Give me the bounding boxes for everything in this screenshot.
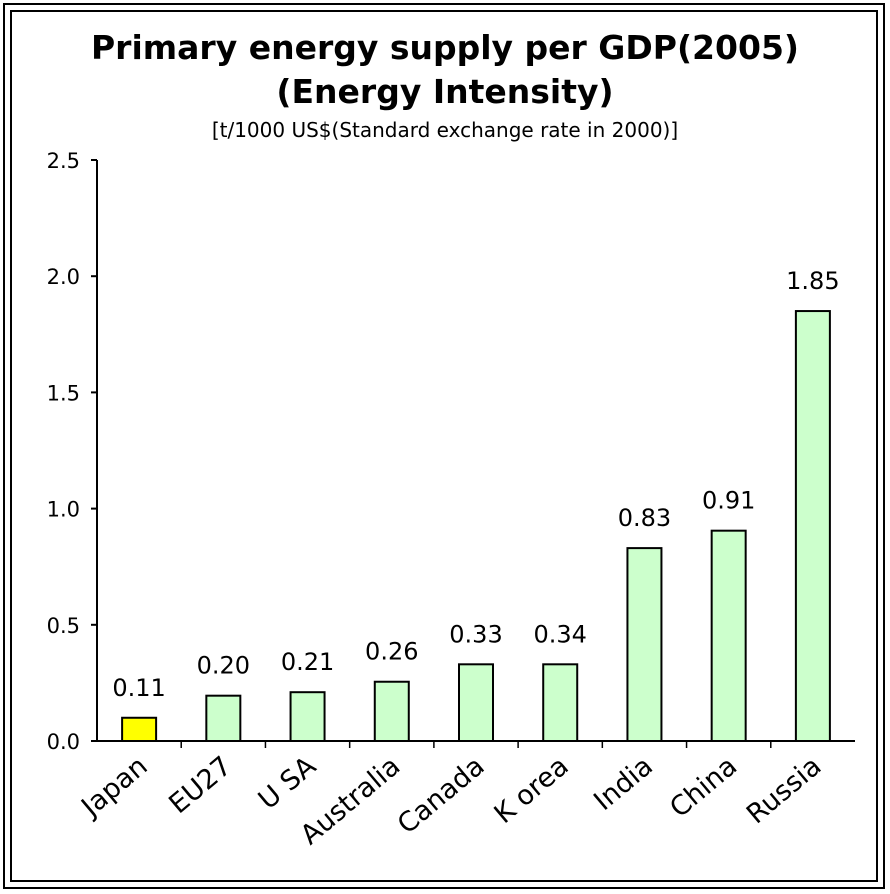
inner-frame (10, 10, 878, 882)
data-label: 0.91 (702, 487, 755, 515)
category-label: EU27 (163, 751, 237, 821)
chart-subtitle: [t/1000 US$(Standard exchange rate in 20… (211, 118, 679, 142)
data-label: 0.26 (365, 638, 418, 666)
bar-russia (794, 310, 831, 742)
category-label: K orea (489, 751, 575, 830)
bar-india (626, 547, 663, 742)
category-label: Russia (741, 751, 827, 831)
data-label: 0.11 (112, 674, 165, 702)
category-label: Japan (74, 751, 153, 824)
bar-korea (542, 663, 579, 742)
y-tick-label: 2.5 (47, 149, 80, 173)
bar-australia (373, 680, 410, 742)
category-label: U SA (253, 750, 323, 816)
bar-usa (289, 691, 326, 742)
y-tick-label: 1.5 (47, 381, 80, 405)
data-label: 0.20 (197, 652, 250, 680)
y-tick-label: 0.0 (47, 730, 80, 754)
category-label: Canada (392, 751, 491, 841)
y-tick-label: 1.0 (47, 498, 80, 522)
data-label: 0.34 (534, 620, 587, 648)
bar-canada (458, 663, 494, 742)
category-label: India (588, 751, 659, 817)
data-label: 0.33 (449, 620, 502, 648)
data-label: 0.21 (281, 648, 334, 676)
y-tick-label: 0.5 (47, 614, 80, 638)
bar-japan (121, 716, 158, 743)
bar-eu27 (205, 694, 242, 743)
y-tick-label: 2.0 (47, 265, 80, 289)
data-label: 0.83 (618, 504, 671, 532)
data-label: 1.85 (786, 267, 839, 295)
chart-title: Primary energy supply per GDP(2005) (91, 28, 799, 67)
bar-china (710, 529, 747, 742)
outer-frame (3, 3, 885, 889)
chart-title-line2: (Energy Intensity) (276, 72, 614, 111)
category-label: China (664, 751, 743, 824)
